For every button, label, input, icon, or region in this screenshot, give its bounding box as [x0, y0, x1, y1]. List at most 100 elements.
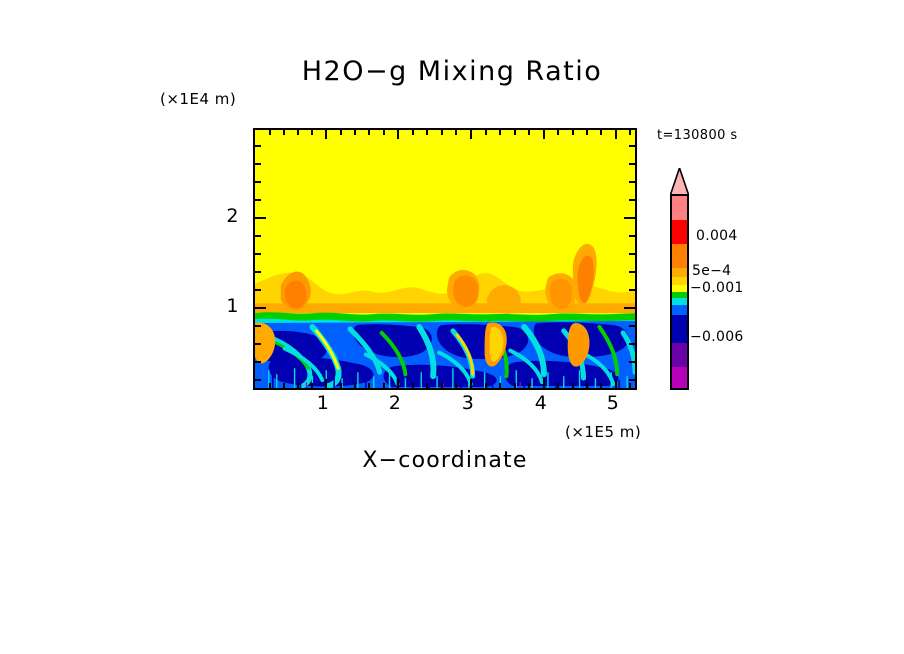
mixing-ratio-field: [255, 130, 635, 388]
x-minor-tick-top: [340, 130, 342, 135]
colorbar-band: [672, 298, 687, 305]
x-minor-tick-top: [629, 130, 631, 135]
y-tick-label: 2: [226, 205, 239, 227]
x-major-tick-top: [470, 130, 472, 139]
x-minor-tick: [528, 383, 530, 388]
x-minor-tick: [354, 383, 356, 388]
x-major-tick-top: [397, 130, 399, 139]
x-minor-tick-top: [269, 130, 271, 135]
x-minor-tick-top: [514, 130, 516, 135]
colorbar-band: [672, 285, 687, 292]
y-minor-tick: [255, 379, 261, 381]
x-major-tick-top: [325, 130, 327, 139]
x-minor-tick: [586, 383, 588, 388]
y-minor-tick-right: [629, 163, 635, 165]
x-minor-tick-top: [441, 130, 443, 135]
x-minor-tick: [412, 383, 414, 388]
colorbar-label: 0.004: [696, 228, 738, 244]
y-minor-tick: [255, 271, 261, 273]
x-minor-tick: [499, 383, 501, 388]
x-minor-tick: [340, 383, 342, 388]
y-minor-tick: [255, 361, 261, 363]
colorbar-band: [672, 196, 687, 220]
y-major-tick-right: [624, 307, 635, 309]
y-tick-label: 1: [226, 295, 239, 317]
x-tick-label: 2: [388, 392, 402, 414]
y-minor-tick-right: [629, 235, 635, 237]
colorbar-band: [672, 244, 687, 268]
x-minor-tick: [557, 383, 559, 388]
colorbar-band: [672, 343, 687, 367]
y-minor-tick-right: [629, 199, 635, 201]
y-major-tick: [255, 217, 266, 219]
y-minor-tick-right: [629, 271, 635, 273]
x-minor-tick-top: [412, 130, 414, 135]
x-tick-label: 1: [316, 392, 330, 414]
x-tick-label: 4: [534, 392, 548, 414]
x-minor-tick-top: [283, 130, 285, 135]
page-title: H2O−g Mixing Ratio: [301, 56, 603, 87]
x-minor-tick: [514, 383, 516, 388]
x-minor-tick-top: [455, 130, 457, 135]
y-minor-tick-right: [629, 145, 635, 147]
y-minor-tick-right: [629, 253, 635, 255]
x-minor-tick-top: [383, 130, 385, 135]
y-major-tick-right: [624, 217, 635, 219]
x-major-tick: [470, 379, 472, 388]
colorbar-band: [672, 315, 687, 343]
x-minor-tick-top: [499, 130, 501, 135]
y-minor-tick: [255, 145, 261, 147]
colorbar-band: [672, 367, 687, 388]
colorbar-label: −0.006: [690, 329, 744, 345]
y-minor-tick-right: [629, 325, 635, 327]
colorbar-band: [672, 292, 687, 298]
x-major-tick: [543, 379, 545, 388]
x-axis-unit-label: (×1E5 m): [565, 423, 642, 441]
y-axis-unit-label: (×1E4 m): [160, 90, 237, 108]
colorbar-bands: [670, 194, 689, 390]
colorbar-band: [672, 268, 687, 277]
x-minor-tick: [441, 383, 443, 388]
y-minor-tick-right: [629, 361, 635, 363]
x-tick-label: 5: [606, 392, 620, 414]
colorbar-label: 5e−4: [692, 263, 732, 279]
x-minor-tick: [269, 383, 271, 388]
y-minor-tick: [255, 289, 261, 291]
x-minor-tick-top: [485, 130, 487, 135]
y-minor-tick: [255, 325, 261, 327]
x-minor-tick: [311, 383, 313, 388]
x-minor-tick: [629, 383, 631, 388]
x-minor-tick-top: [586, 130, 588, 135]
x-minor-tick: [283, 383, 285, 388]
colorbar-band: [672, 305, 687, 315]
y-minor-tick: [255, 163, 261, 165]
x-minor-tick: [600, 383, 602, 388]
x-minor-tick-top: [557, 130, 559, 135]
x-major-tick-top: [615, 130, 617, 139]
x-minor-tick-top: [311, 130, 313, 135]
x-minor-tick-top: [426, 130, 428, 135]
y-minor-tick: [255, 181, 261, 183]
colorbar-arrow-tip: [670, 168, 689, 196]
y-minor-tick-right: [629, 181, 635, 183]
x-minor-tick: [368, 383, 370, 388]
colorbar-label: −0.001: [690, 280, 744, 296]
y-minor-tick: [255, 343, 261, 345]
y-minor-tick-right: [629, 289, 635, 291]
x-major-tick: [615, 379, 617, 388]
x-minor-tick: [572, 383, 574, 388]
y-minor-tick: [255, 253, 261, 255]
x-minor-tick-top: [354, 130, 356, 135]
x-minor-tick-top: [572, 130, 574, 135]
x-minor-tick-top: [528, 130, 530, 135]
y-minor-tick-right: [629, 343, 635, 345]
heatmap-plot-area: [253, 128, 637, 390]
colorbar[interactable]: [670, 168, 689, 390]
timestamp-annotation: t=130800 s: [657, 128, 738, 143]
y-minor-tick: [255, 199, 261, 201]
x-minor-tick-top: [368, 130, 370, 135]
x-major-tick: [397, 379, 399, 388]
x-major-tick-top: [543, 130, 545, 139]
x-axis-title: X−coordinate: [362, 448, 528, 473]
